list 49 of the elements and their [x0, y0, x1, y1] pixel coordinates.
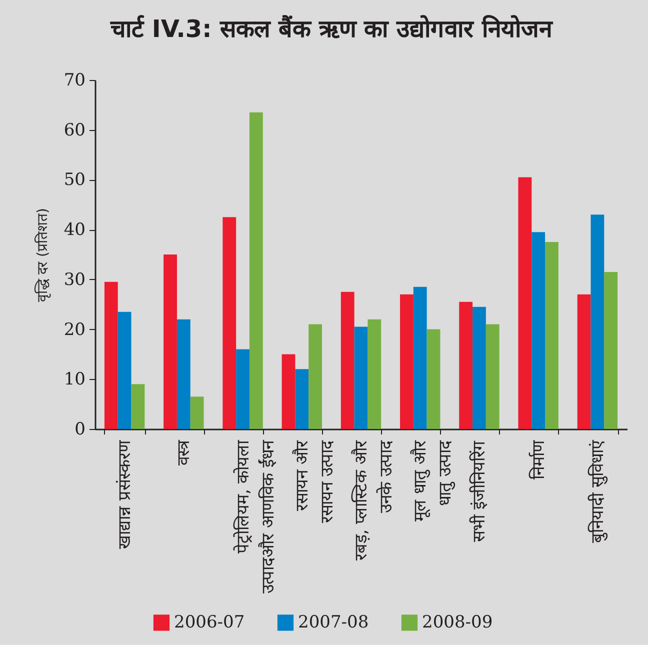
bar [545, 242, 558, 429]
bar [590, 214, 604, 429]
bar [308, 324, 322, 429]
x-tick-label: रसायन और रसायन उत्पाद [291, 440, 338, 523]
bar [459, 302, 473, 429]
x-tick-label: सभी इंजीनियरिंग [468, 440, 490, 542]
bar [354, 326, 368, 429]
bar [532, 232, 546, 429]
y-tick-label: 20 [64, 320, 86, 340]
bar [164, 254, 177, 429]
bar [176, 319, 190, 429]
y-tick-label: 30 [64, 270, 86, 290]
x-tick-label: वस्त्र [174, 440, 194, 466]
x-tick-label: खाद्यान्न प्रसंस्करण [115, 440, 136, 549]
bar [118, 312, 132, 429]
bar [368, 319, 382, 429]
bar [222, 217, 236, 429]
x-tick-label: पेट्रोलियम, कोयला उत्पादऔर आणविक ईंधन [232, 440, 278, 594]
x-tick-label: बुनियादी सुविधाएं [586, 440, 608, 543]
x-tick-label: रबड़, प्लास्टिक और उनके उत्पाद [350, 440, 396, 561]
bar [190, 396, 204, 429]
y-tick-label: 40 [64, 220, 86, 240]
bar [131, 384, 145, 429]
bar [472, 306, 486, 429]
bar [400, 294, 414, 429]
y-axis-title: वृद्धि दर (प्रतिशत) [34, 208, 51, 302]
y-tick-label: 60 [64, 120, 86, 140]
y-tick-label: 10 [64, 370, 86, 390]
legend-label: 2007-08 [298, 612, 369, 633]
chart-title: चार्ट IV.3: सकल बैंक ऋण का उद्योगवार नियोजन [110, 15, 554, 43]
bar [340, 292, 354, 429]
legend-label: 2008-09 [422, 612, 493, 633]
bar [518, 177, 532, 429]
bar [486, 324, 500, 429]
bar [604, 272, 618, 429]
bar [577, 294, 591, 429]
legend-label: 2006-07 [174, 612, 245, 633]
bar [282, 354, 296, 429]
x-tick-label: निर्माण [528, 440, 549, 480]
bar [104, 282, 118, 429]
bar [236, 349, 250, 429]
bar [413, 286, 427, 429]
bar [295, 369, 309, 429]
y-tick-label: 70 [64, 70, 86, 90]
bar [426, 329, 440, 429]
y-tick-label: 0 [74, 420, 86, 440]
y-tick-label: 50 [64, 170, 86, 190]
x-tick-label: मूल धातु और धातु उत्पाद [410, 440, 456, 522]
bar [249, 112, 263, 429]
